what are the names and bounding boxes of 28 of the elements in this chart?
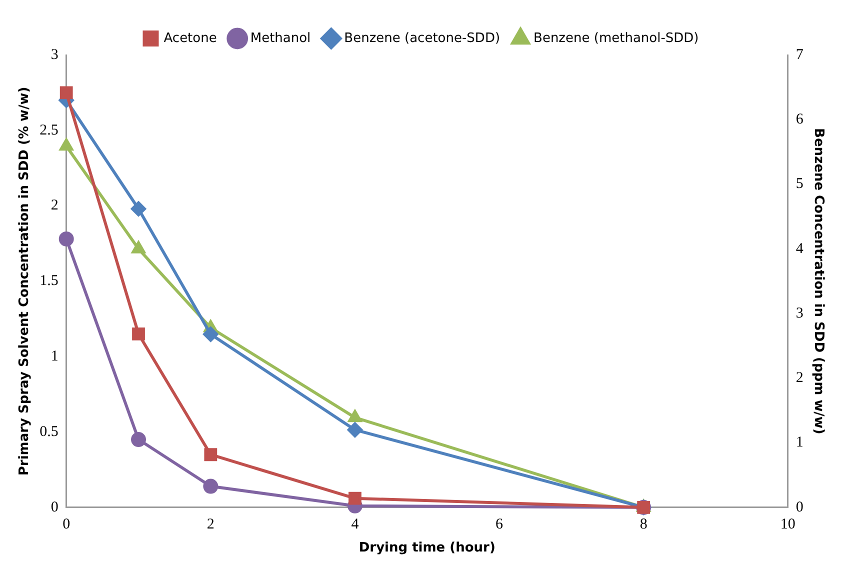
x-tick-label: 4: [351, 516, 360, 532]
y2-tick-label: 3: [796, 305, 804, 322]
y2-axis-title: Benzene Concentration in SDD (ppm w/w): [810, 128, 826, 434]
x-tick-label: 8: [640, 516, 648, 532]
y-tick-label: 0.5: [40, 424, 58, 440]
y2-tick-label: 2: [796, 370, 804, 386]
legend-label: Benzene (methanol-SDD): [534, 30, 699, 46]
y2-tick-label: 0: [796, 499, 804, 516]
y2-tick-label: 7: [796, 46, 804, 63]
legend-label: Benzene (acetone-SDD): [344, 30, 500, 46]
y2-tick-label: 1: [796, 434, 804, 451]
x-tick-label: 2: [206, 516, 214, 532]
legend-label: Acetone: [164, 30, 217, 46]
y-axis-title: Primary Spray Solvent Concentration in SDD (% w/w): [17, 86, 32, 476]
y-tick-label: 0: [50, 499, 58, 516]
y2-tick-label: 5: [796, 176, 804, 192]
legend-label: Methanol: [250, 30, 311, 46]
x-tick-label: 0: [62, 516, 70, 532]
y-tick-label: 1.5: [40, 273, 58, 290]
x-tick-label: 6: [496, 516, 504, 532]
x-axis-title: Drying time (hour): [358, 540, 496, 556]
y-tick-label: 2.5: [40, 122, 58, 138]
y2-tick-label: 4: [796, 240, 804, 257]
x-tick-label: 10: [780, 516, 796, 532]
y-tick-label: 3: [50, 46, 58, 63]
y2-tick-label: 6: [796, 112, 804, 128]
y-tick-label: 1: [50, 348, 58, 365]
y-tick-label: 2: [50, 198, 58, 214]
